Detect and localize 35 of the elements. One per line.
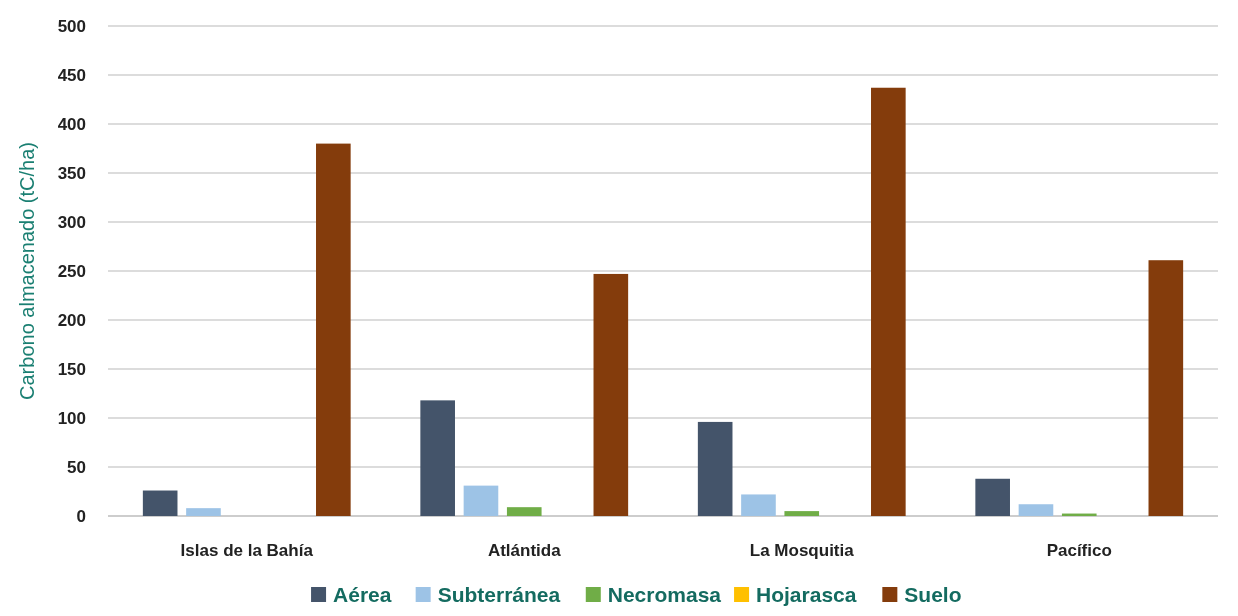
bar xyxy=(316,143,351,516)
bar xyxy=(593,273,629,516)
bar xyxy=(784,511,820,516)
x-tick-label: Islas de la Bahía xyxy=(180,541,314,560)
legend-label: Necromasa xyxy=(607,583,722,606)
y-tick-label: 0 xyxy=(76,506,86,526)
y-tick-label: 400 xyxy=(57,114,86,134)
y-tick-label: 200 xyxy=(57,310,86,330)
bar xyxy=(186,508,221,516)
bar xyxy=(975,478,1010,516)
legend-label: Aérea xyxy=(333,583,392,606)
y-tick-label: 500 xyxy=(57,16,86,36)
x-tick-label: La Mosquitia xyxy=(749,541,855,560)
bar xyxy=(871,87,906,516)
x-tick-label: Atlántida xyxy=(487,541,562,560)
bar xyxy=(463,485,499,516)
y-tick-label: 450 xyxy=(57,65,86,85)
bar xyxy=(506,507,542,516)
y-axis-title: Carbono almacenado (tC/ha) xyxy=(16,142,38,400)
x-tick-label: Pacífico xyxy=(1046,541,1112,560)
y-tick-label: 150 xyxy=(57,359,86,379)
bar xyxy=(741,494,776,516)
legend-label: Subterránea xyxy=(437,583,561,606)
legend-label: Suelo xyxy=(904,583,962,606)
y-tick-label: 350 xyxy=(57,163,86,183)
bar xyxy=(420,400,455,516)
y-tick-label: 50 xyxy=(67,457,86,477)
legend-label: Hojarasca xyxy=(756,583,857,606)
bar xyxy=(697,421,733,516)
y-tick-label: 300 xyxy=(57,212,86,232)
bar xyxy=(1018,504,1054,516)
bar xyxy=(142,490,178,516)
y-tick-label: 100 xyxy=(57,408,86,428)
bar xyxy=(1148,260,1184,516)
y-tick-label: 250 xyxy=(57,261,86,281)
